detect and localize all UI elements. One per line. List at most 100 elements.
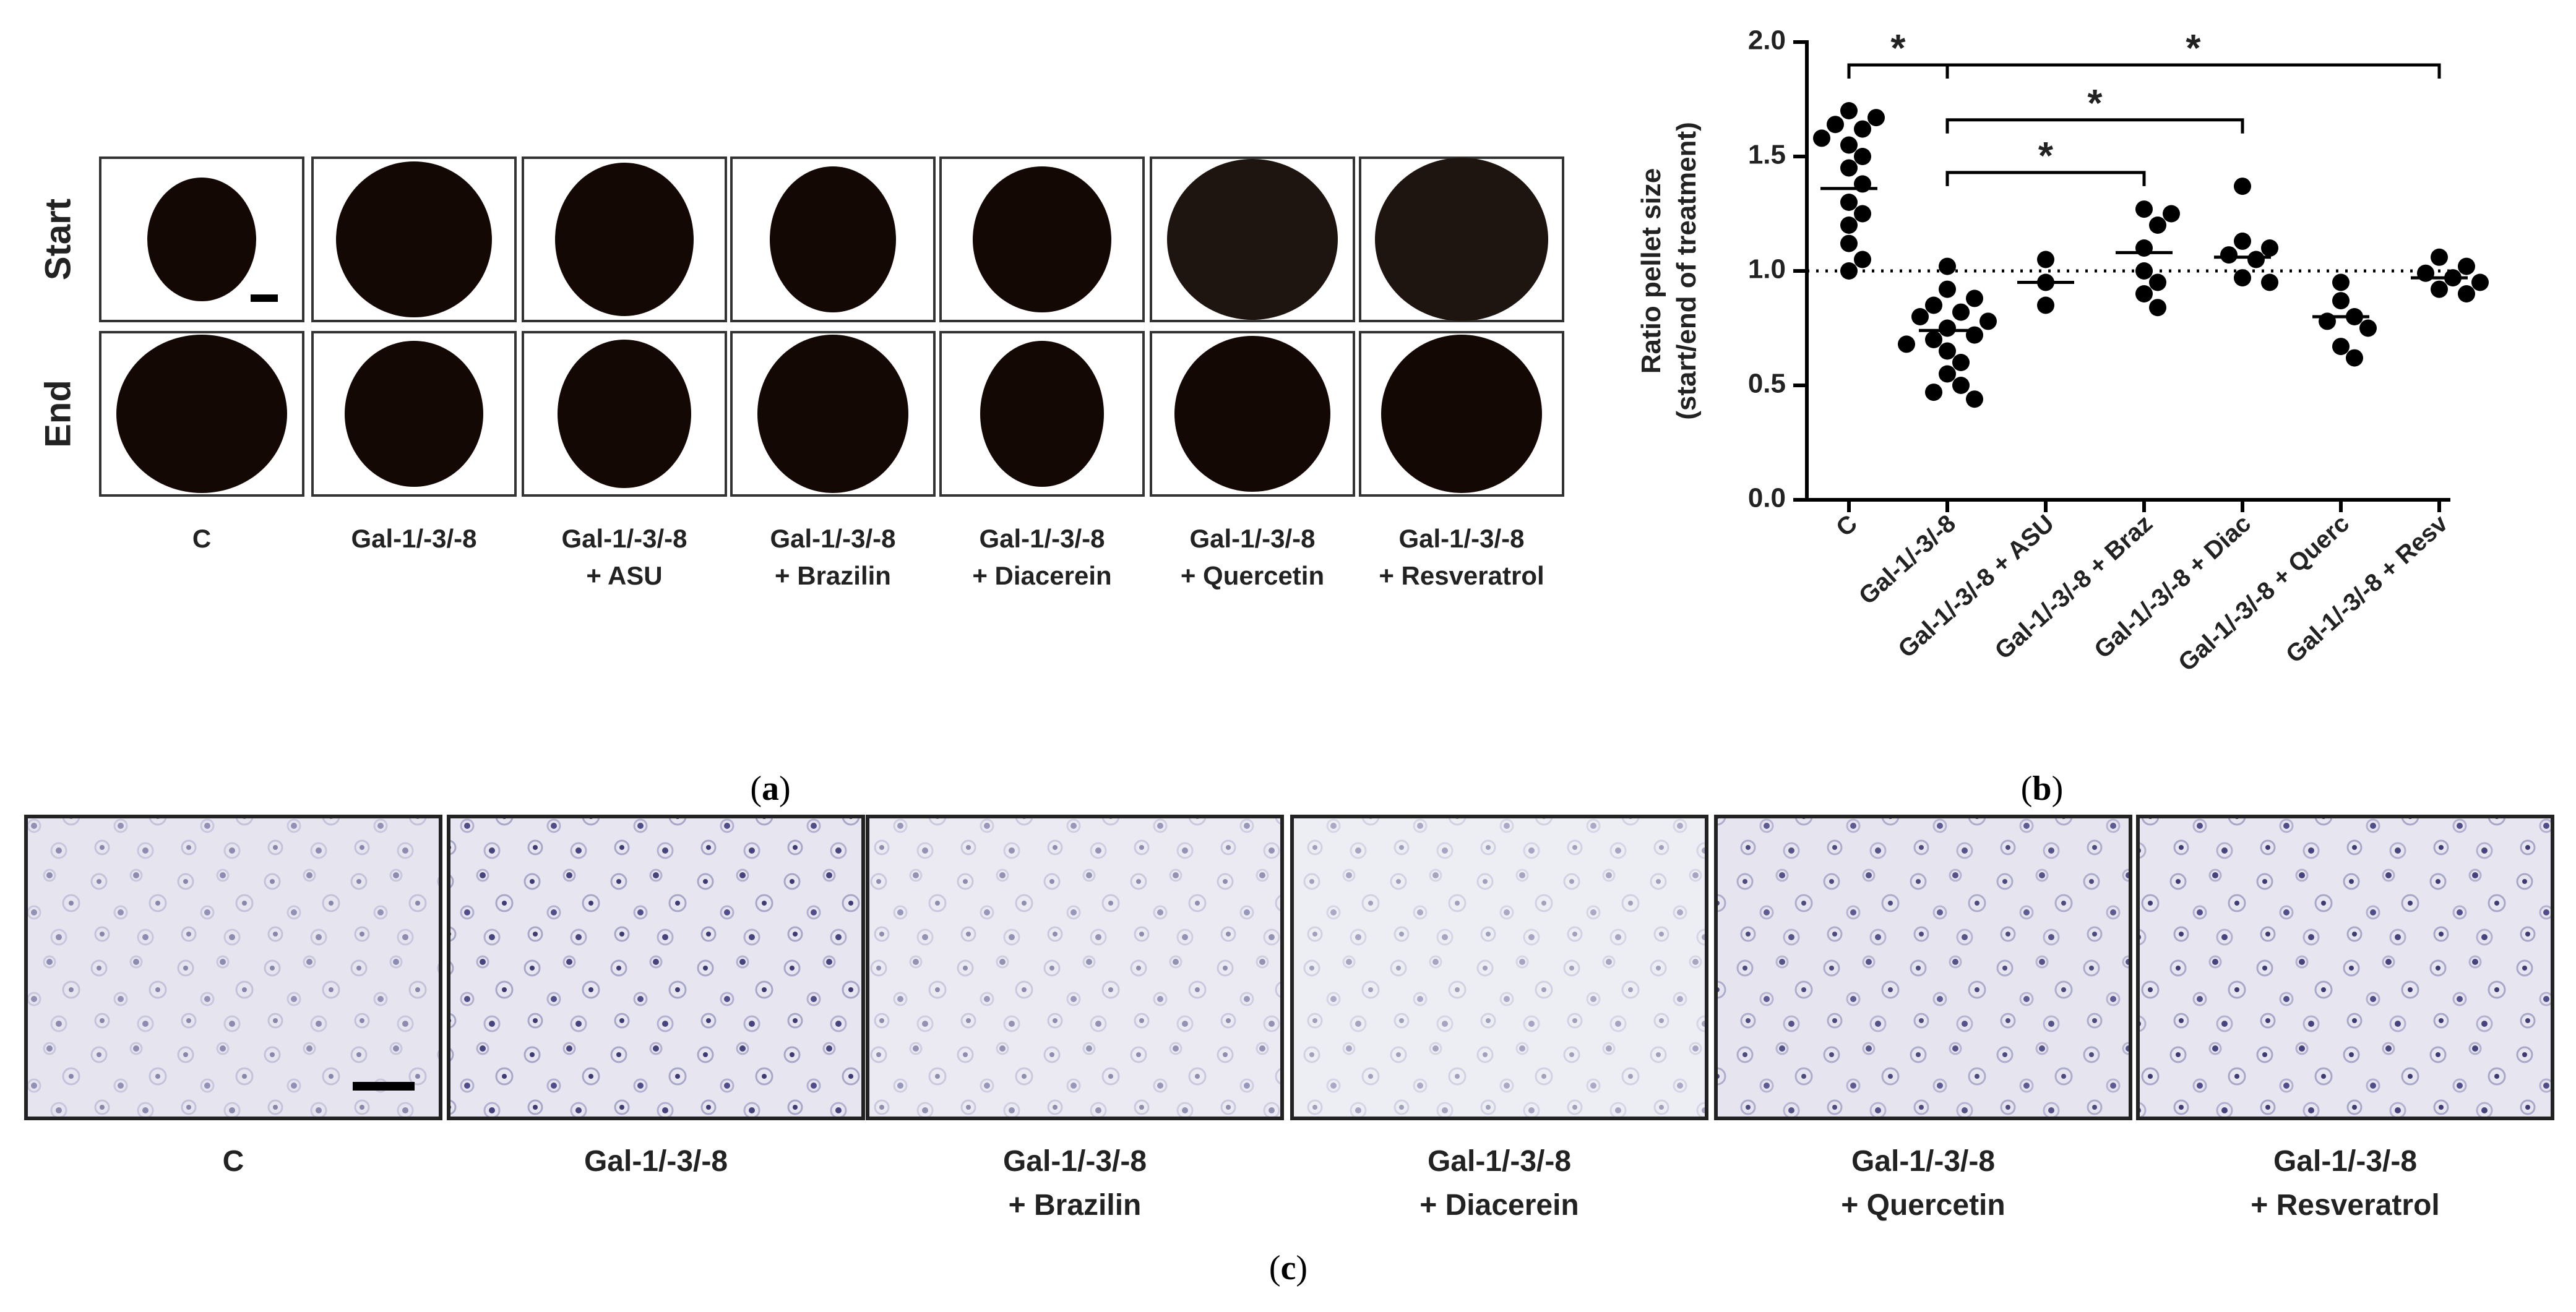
point-1-10 xyxy=(1898,335,1915,353)
point-1-1 xyxy=(1939,280,1956,298)
significance-star-0: * xyxy=(1890,27,1906,70)
point-2-2 xyxy=(2037,296,2054,314)
panel-c-histology: C Gal-1/-3/-8 Gal-1/-3/-8 + Brazilin Gal-1/-… xyxy=(24,815,2554,1222)
point-0-6 xyxy=(1854,148,1871,165)
point-4-5 xyxy=(2234,269,2251,287)
point-3-7 xyxy=(2149,299,2166,317)
pellet-col-sublabel-5: + Diacerein xyxy=(972,561,1111,590)
point-1-12 xyxy=(1952,354,1970,371)
point-0-11 xyxy=(1840,217,1858,234)
x-tick-label-5: Gal-1/-3/-8 + Querc xyxy=(2173,510,2354,677)
pellet-end-6 xyxy=(1174,336,1330,492)
point-1-14 xyxy=(1952,377,1970,394)
histo-texture-4 xyxy=(1292,817,1707,1118)
scale-bar-a xyxy=(251,294,278,302)
pellet-end-4 xyxy=(757,335,908,493)
point-0-1 xyxy=(1867,109,1885,127)
point-0-4 xyxy=(1813,129,1830,147)
point-5-1 xyxy=(2332,292,2350,310)
pellet-start-6 xyxy=(1167,159,1338,320)
point-0-5 xyxy=(1840,136,1858,154)
histo-frame-5 xyxy=(1714,815,2132,1120)
histo-frame-1 xyxy=(24,815,442,1120)
point-4-2 xyxy=(2261,239,2278,257)
histo-sublabel-4: + Diacerein xyxy=(1419,1189,1579,1222)
histo-texture-3 xyxy=(868,817,1282,1118)
caption-b-open: ( xyxy=(2021,770,2033,808)
point-4-4 xyxy=(2247,251,2265,268)
point-0-7 xyxy=(1840,159,1858,177)
histo-label-4: Gal-1/-3/-8 xyxy=(1428,1145,1571,1178)
significance-star-1: * xyxy=(2186,27,2201,70)
y-axis-title-line1: Ratio pellet size xyxy=(1636,168,1666,374)
point-5-0 xyxy=(2332,273,2350,291)
pellet-col-label-1: C xyxy=(192,524,211,553)
point-3-6 xyxy=(2135,285,2153,302)
point-5-4 xyxy=(2359,319,2377,337)
point-1-2 xyxy=(1966,289,1983,307)
pellet-start-5 xyxy=(973,166,1111,312)
pellet-col-sublabel-3: + ASU xyxy=(586,561,662,590)
point-0-13 xyxy=(1854,251,1871,268)
point-4-1 xyxy=(2234,232,2251,250)
pellet-end-3 xyxy=(558,340,691,488)
point-0-3 xyxy=(1854,120,1871,138)
point-1-9 xyxy=(1925,331,1942,348)
pellet-col-label-2: Gal-1/-3/-8 xyxy=(351,524,476,553)
significance-bracket-1 xyxy=(1945,63,2441,79)
histo-label-5: Gal-1/-3/-8 xyxy=(1851,1145,1995,1178)
histo-texture-6 xyxy=(2138,817,2552,1118)
histo-texture-2 xyxy=(449,817,863,1118)
histo-frame-4 xyxy=(1290,815,1708,1120)
point-1-13 xyxy=(1939,365,1956,383)
point-4-0 xyxy=(2234,178,2251,195)
caption-a: (a) xyxy=(750,770,790,808)
caption-a-letter: a xyxy=(762,770,779,808)
point-1-0 xyxy=(1939,257,1956,275)
pellet-col-sublabel-7: + Resveratrol xyxy=(1379,561,1544,590)
point-1-16 xyxy=(1966,390,1983,408)
caption-c: (c) xyxy=(1269,1249,1307,1287)
point-0-12 xyxy=(1840,234,1858,252)
x-tick-label-1: Gal-1/-3/-8 xyxy=(1854,510,1961,610)
point-5-6 xyxy=(2346,349,2363,367)
point-3-5 xyxy=(2149,273,2166,291)
pellet-col-sublabel-6: + Quercetin xyxy=(1181,561,1324,590)
point-6-0 xyxy=(2431,248,2448,266)
pellet-col-label-4: Gal-1/-3/-8 xyxy=(770,524,895,553)
point-1-6 xyxy=(1979,312,1997,330)
point-6-1 xyxy=(2458,257,2475,275)
histo-frame-2 xyxy=(447,815,865,1120)
row-label-end: End xyxy=(38,380,78,448)
point-6-6 xyxy=(2458,285,2475,302)
row-label-start: Start xyxy=(38,199,78,280)
point-1-5 xyxy=(1911,308,1929,325)
histo-texture-5 xyxy=(1716,817,2130,1118)
point-0-10 xyxy=(1854,205,1871,223)
pellet-col-label-5: Gal-1/-3/-8 xyxy=(979,524,1105,553)
scale-bar-c xyxy=(353,1082,415,1091)
point-4-3 xyxy=(2220,246,2238,264)
pellet-end-7 xyxy=(1381,335,1542,493)
y-tick-label-1: 0.5 xyxy=(1748,369,1786,399)
point-1-15 xyxy=(1925,384,1942,401)
pellet-col-sublabel-4: + Brazilin xyxy=(775,561,891,590)
pellet-col-label-3: Gal-1/-3/-8 xyxy=(561,524,687,553)
caption-a-close: ) xyxy=(779,770,791,808)
caption-b: (b) xyxy=(2021,770,2063,808)
pellet-start-3 xyxy=(555,163,694,316)
y-tick-label-0: 0.0 xyxy=(1748,483,1786,513)
histo-label-1: C xyxy=(223,1145,244,1178)
caption-c-open: ( xyxy=(1269,1249,1281,1287)
histo-frame-3 xyxy=(866,815,1284,1120)
pellet-col-label-7: Gal-1/-3/-8 xyxy=(1398,524,1524,553)
significance-star-3: * xyxy=(2038,135,2054,178)
histo-texture-1 xyxy=(26,817,441,1118)
y-tick-label-2: 1.0 xyxy=(1748,254,1786,285)
point-3-0 xyxy=(2135,200,2153,218)
histo-sublabel-3: + Brazilin xyxy=(1009,1189,1142,1222)
significance-bracket-2 xyxy=(1945,118,2244,134)
point-1-7 xyxy=(1939,319,1956,337)
caption-b-letter: b xyxy=(2032,770,2051,808)
